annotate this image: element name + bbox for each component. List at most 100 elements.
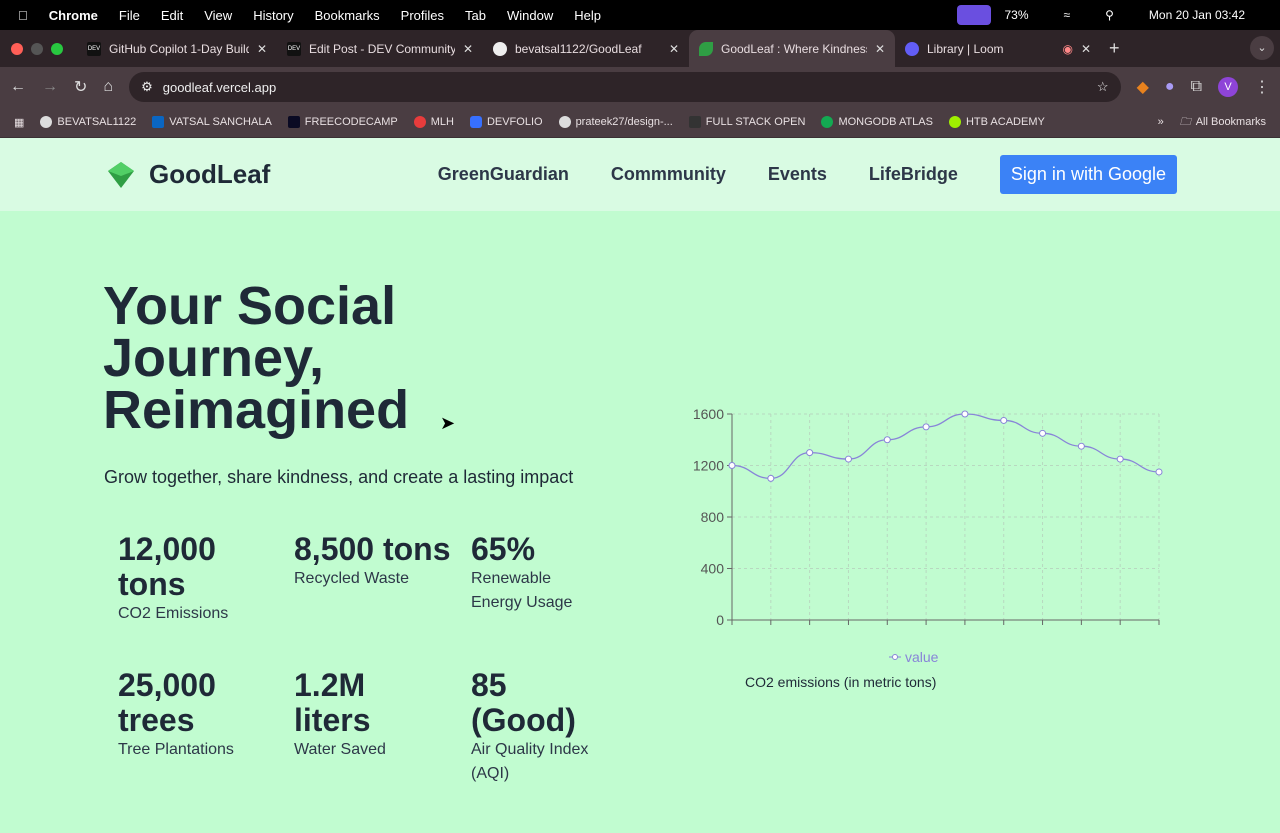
bookmark[interactable]: VATSAL SANCHALA [152, 116, 272, 128]
folder-icon: 🗀 [1179, 115, 1191, 128]
url-text[interactable]: goodleaf.vercel.app [162, 79, 277, 95]
close-window-button[interactable] [11, 42, 23, 55]
more-menu-icon[interactable]: ⋮ [1254, 79, 1270, 96]
tab-strip: DEV GitHub Copilot 1-Day Build Ch ✕ DEV Edi… [0, 30, 1280, 67]
menu-bar:  Chrome File Edit View History Bookmark… [0, 0, 1280, 30]
bookmark-star-icon[interactable]: ☆ [1096, 79, 1109, 94]
bookmark[interactable]: BEVATSAL1122 [40, 116, 136, 128]
chart-legend: value [889, 649, 939, 665]
screen-share-icon[interactable] [956, 5, 991, 25]
forward-icon[interactable]: → [42, 78, 58, 95]
menu-view[interactable]: View [194, 7, 232, 23]
bookmark[interactable]: FULL STACK OPEN [688, 116, 805, 128]
menu-app[interactable]: Chrome [39, 7, 98, 23]
bookmark[interactable]: MONGODB ATLAS [821, 116, 933, 128]
brand-logo[interactable]: GoodLeaf [107, 159, 270, 190]
data-point[interactable] [1116, 455, 1124, 463]
htb-icon [948, 116, 961, 128]
menu-window[interactable]: Window [497, 7, 553, 23]
minimize-window-button[interactable] [31, 42, 43, 55]
mongodb-icon [821, 116, 834, 128]
wifi-icon[interactable]: ≈ [1063, 8, 1071, 22]
nav-lifebridge[interactable]: LifeBridge [868, 164, 958, 184]
bookmarks-bar: ▦ BEVATSAL1122 VATSAL SANCHALA FREECODEC… [0, 107, 1280, 138]
tab[interactable]: DEV GitHub Copilot 1-Day Build Ch ✕ [77, 30, 277, 67]
address-bar[interactable]: ⚙ goodleaf.vercel.app ☆ [129, 72, 1121, 102]
menu-bookmarks[interactable]: Bookmarks [304, 7, 380, 23]
series-line [731, 413, 1160, 480]
bookmark[interactable]: FREECODECAMP [287, 116, 398, 128]
nav-greenguardian[interactable]: GreenGuardian [437, 164, 569, 184]
close-tab-icon[interactable]: ✕ [668, 41, 679, 56]
data-point[interactable] [1077, 442, 1085, 450]
close-tab-icon[interactable]: ✕ [256, 41, 267, 56]
bookmark[interactable]: prateek27/design-... [558, 116, 673, 128]
bookmark[interactable]: DEVFOLIO [469, 116, 543, 128]
data-point[interactable] [767, 474, 775, 482]
close-tab-icon[interactable]: ✕ [1080, 41, 1091, 56]
close-tab-icon[interactable]: ✕ [462, 41, 473, 56]
data-point[interactable] [728, 462, 736, 469]
freecodecamp-icon [287, 116, 300, 128]
battery-percent: 73% [1004, 8, 1029, 22]
new-tab-button[interactable]: + [1109, 38, 1120, 58]
github-icon [40, 116, 53, 128]
stat-label: Water Saved [294, 741, 386, 758]
data-point[interactable] [844, 455, 852, 463]
legend-label: value [905, 649, 939, 665]
linkedin-icon [152, 116, 165, 128]
home-icon[interactable]: ⌂ [103, 78, 114, 95]
menu-profiles[interactable]: Profiles [390, 7, 444, 23]
back-icon[interactable]: ← [10, 78, 26, 95]
data-point[interactable] [1039, 429, 1047, 437]
metamask-icon[interactable]: ◆ [1136, 79, 1149, 96]
stat-waste: 8,500 tons Recycled Waste [294, 532, 454, 591]
stat-energy: 65% Renewable Energy Usage [471, 532, 591, 615]
bookmark[interactable]: HTB ACADEMY [948, 116, 1045, 128]
search-icon[interactable]: ⚲ [1105, 8, 1114, 22]
data-point[interactable] [922, 423, 930, 431]
tab-search-button[interactable]: ⌄ [1250, 36, 1274, 60]
tab[interactable]: Library | Loom ◉ ✕ [895, 30, 1101, 67]
tab[interactable]: DEV Edit Post - DEV Community ✕ [277, 30, 483, 67]
data-point[interactable] [1155, 468, 1163, 476]
y-tick-label: 1600 [693, 406, 724, 422]
menu-history[interactable]: History [243, 7, 293, 23]
stat-label: Air Quality Index (AQI) [471, 741, 589, 782]
extensions-puzzle-icon[interactable]: ⧉ [1190, 78, 1202, 95]
all-bookmarks[interactable]: 🗀 All Bookmarks [1180, 113, 1266, 132]
close-tab-icon[interactable]: ✕ [874, 41, 885, 56]
tab-title: bevatsal1122/GoodLeaf [515, 41, 642, 56]
site-info-icon[interactable]: ⚙ [141, 79, 153, 94]
apple-icon[interactable]:  [18, 8, 28, 23]
bookmark[interactable]: MLH [413, 116, 454, 128]
data-point[interactable] [883, 436, 891, 444]
site-header: GoodLeaf GreenGuardian Commmunity Events… [0, 138, 1280, 211]
fullstackopen-icon [688, 116, 701, 128]
sign-in-google-button[interactable]: Sign in with Google [999, 155, 1177, 194]
mouse-cursor-icon: ➤ [440, 413, 456, 433]
reload-icon[interactable]: ↻ [74, 79, 88, 96]
tab-title: Library | Loom [927, 41, 1004, 56]
brand-name: GoodLeaf [149, 159, 271, 189]
data-point[interactable] [961, 410, 969, 418]
menu-tab[interactable]: Tab [455, 7, 486, 23]
profile-avatar[interactable]: V [1218, 77, 1238, 97]
data-point[interactable] [806, 449, 814, 457]
leaf-logo-icon [108, 161, 134, 188]
stat-value: 25,000 trees [118, 667, 216, 738]
menu-help[interactable]: Help [564, 7, 601, 23]
more-bookmarks-icon[interactable]: » [1157, 116, 1164, 128]
data-point[interactable] [1000, 416, 1008, 424]
apps-icon[interactable]: ▦ [14, 116, 25, 129]
zoom-window-button[interactable] [51, 42, 63, 55]
tab-title: Edit Post - DEV Community [309, 41, 455, 56]
menu-file[interactable]: File [109, 7, 140, 23]
menu-edit[interactable]: Edit [151, 7, 183, 23]
nav-events[interactable]: Events [767, 164, 827, 184]
tab[interactable]: bevatsal1122/GoodLeaf ✕ [483, 30, 689, 67]
nav-community[interactable]: Commmunity [610, 164, 726, 184]
tab-active[interactable]: GoodLeaf : Where Kindness Meets ✕ [689, 30, 895, 67]
extension-icon[interactable]: ● [1164, 78, 1175, 95]
stat-value: 65% [471, 531, 536, 567]
